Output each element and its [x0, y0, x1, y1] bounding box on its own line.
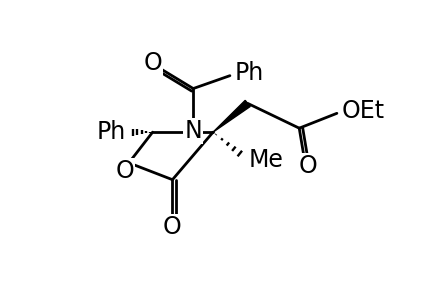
Text: O: O — [116, 159, 134, 183]
Text: O: O — [143, 51, 162, 75]
Text: N: N — [184, 119, 202, 143]
Polygon shape — [213, 100, 250, 132]
Text: O: O — [299, 154, 318, 178]
Text: O: O — [163, 215, 182, 239]
Text: OEt: OEt — [342, 99, 385, 123]
Text: Me: Me — [249, 148, 283, 172]
Text: Ph: Ph — [235, 61, 264, 85]
Text: Ph: Ph — [96, 120, 125, 144]
